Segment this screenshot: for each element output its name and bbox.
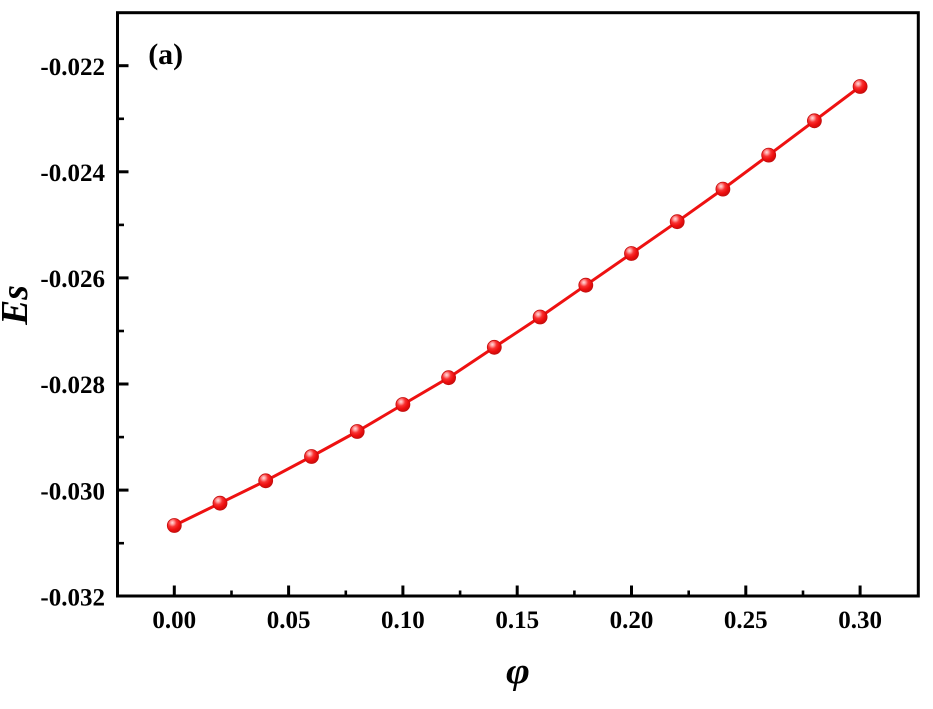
svg-text:0.05: 0.05 bbox=[267, 607, 311, 634]
svg-text:-0.024: -0.024 bbox=[40, 160, 105, 187]
svg-text:(a): (a) bbox=[148, 38, 183, 71]
svg-text:0.20: 0.20 bbox=[610, 607, 654, 634]
svg-text:0.00: 0.00 bbox=[152, 607, 196, 634]
svg-text:0.10: 0.10 bbox=[381, 607, 425, 634]
svg-text:-0.032: -0.032 bbox=[40, 584, 105, 611]
svg-text:0.15: 0.15 bbox=[495, 607, 539, 634]
svg-text:-0.030: -0.030 bbox=[40, 478, 105, 505]
svg-text:-0.028: -0.028 bbox=[40, 372, 105, 399]
svg-text:0.25: 0.25 bbox=[724, 607, 768, 634]
svg-text:Es: Es bbox=[0, 285, 36, 326]
svg-text:φ: φ bbox=[506, 651, 530, 692]
svg-text:0.30: 0.30 bbox=[838, 607, 882, 634]
svg-text:-0.026: -0.026 bbox=[40, 266, 105, 293]
svg-text:-0.022: -0.022 bbox=[40, 54, 105, 81]
